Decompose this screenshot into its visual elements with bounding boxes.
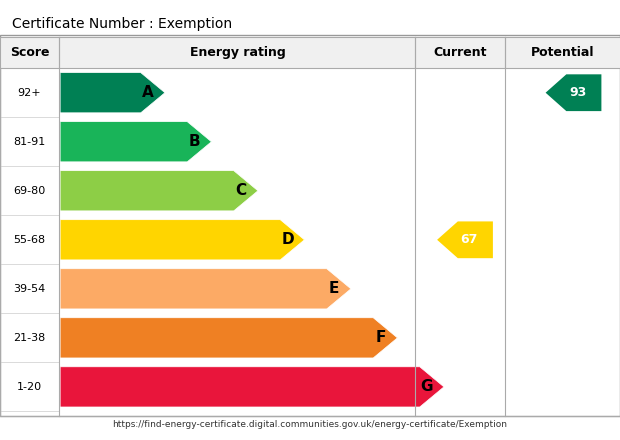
Polygon shape — [60, 318, 397, 358]
Text: G: G — [421, 379, 433, 394]
Text: 81-91: 81-91 — [13, 137, 46, 147]
Text: 21-38: 21-38 — [13, 333, 46, 343]
Text: 69-80: 69-80 — [13, 186, 46, 196]
Polygon shape — [60, 171, 258, 211]
Text: 67: 67 — [461, 233, 478, 246]
Text: Potential: Potential — [531, 46, 595, 59]
Text: 92+: 92+ — [17, 88, 42, 98]
Text: D: D — [281, 232, 294, 247]
Text: 93: 93 — [569, 86, 587, 99]
Text: Current: Current — [433, 46, 487, 59]
Text: 1-20: 1-20 — [17, 382, 42, 392]
Text: Energy rating: Energy rating — [190, 46, 286, 59]
Bar — [0, 37, 620, 68]
Text: Certificate Number : Exemption: Certificate Number : Exemption — [12, 17, 232, 31]
Text: B: B — [188, 134, 200, 149]
Text: https://find-energy-certificate.digital.communities.gov.uk/energy-certificate/Ex: https://find-energy-certificate.digital.… — [112, 420, 508, 429]
Polygon shape — [437, 221, 493, 258]
Text: F: F — [375, 330, 386, 345]
Polygon shape — [60, 269, 351, 309]
Polygon shape — [60, 367, 444, 407]
Text: Score: Score — [10, 46, 49, 59]
Text: 39-54: 39-54 — [13, 284, 46, 294]
Polygon shape — [60, 73, 165, 113]
Text: E: E — [329, 281, 339, 296]
Polygon shape — [546, 74, 601, 111]
Polygon shape — [60, 121, 211, 162]
Polygon shape — [60, 220, 304, 260]
Text: 55-68: 55-68 — [14, 235, 45, 245]
Text: C: C — [236, 183, 247, 198]
Text: A: A — [142, 85, 154, 100]
